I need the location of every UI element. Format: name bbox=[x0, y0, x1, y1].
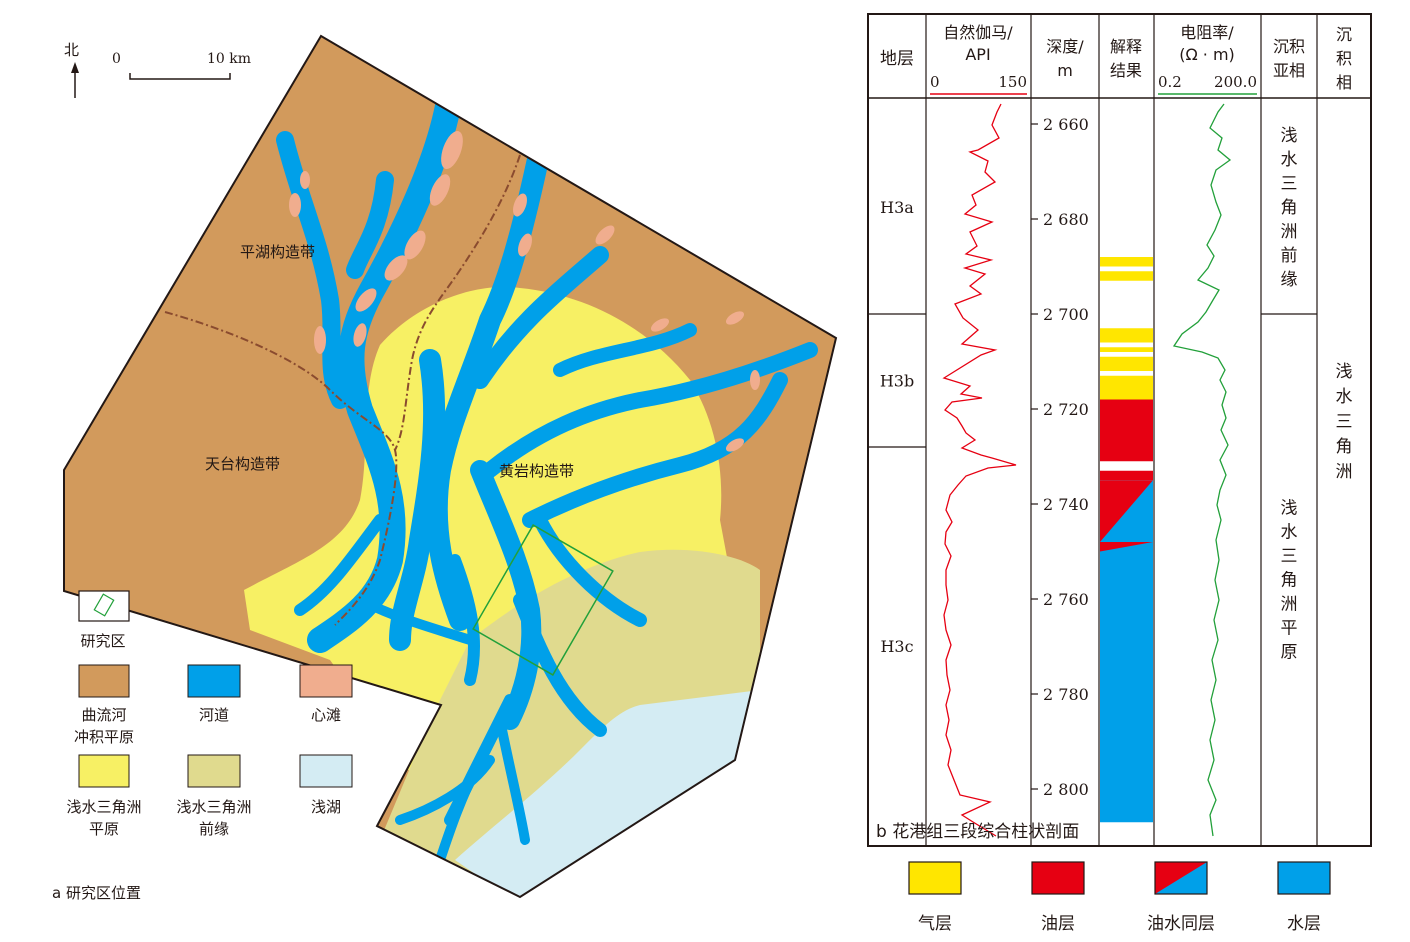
interp-water-layer bbox=[1100, 551, 1153, 823]
header-facies: 沉积相 bbox=[1336, 25, 1352, 92]
header-res-min: 0.2 bbox=[1158, 73, 1182, 91]
depth-tick-label: 2 700 bbox=[1043, 305, 1089, 324]
legend-swatch-delta-front bbox=[187, 754, 241, 788]
header-gamma-min: 0 bbox=[930, 73, 940, 91]
depth-tick-label: 2 680 bbox=[1043, 210, 1089, 229]
legend-swatch-delta-plain bbox=[78, 754, 130, 788]
header-interpretation: 解释结果 bbox=[1110, 37, 1142, 80]
interp-oil-water-oil-part bbox=[1100, 480, 1153, 542]
interp-gas-layer bbox=[1100, 347, 1153, 352]
legend-label-oil: 油层 bbox=[1041, 914, 1075, 934]
interp-gas-layer bbox=[1100, 375, 1153, 400]
north-label: 北 bbox=[64, 41, 79, 59]
subfacies-label: 浅水三角洲前缘 bbox=[1281, 126, 1298, 290]
depth-axis: 2 660 2 680 2 700 2 720 2 740 2 760 2 780 2 800 bbox=[1031, 115, 1089, 799]
fault-line bbox=[394, 154, 521, 451]
depth-tick-label: 2 800 bbox=[1043, 780, 1089, 799]
zone-label-tiantai: 天台构造带 bbox=[205, 455, 280, 473]
legend-label-gas: 气层 bbox=[918, 914, 952, 934]
depth-tick-label: 2 760 bbox=[1043, 590, 1089, 609]
interpretation-legend: 气层 油层 油水同层 水层 bbox=[908, 861, 1331, 934]
depth-tick-label: 2 780 bbox=[1043, 685, 1089, 704]
zone-label-pinghu: 平湖构造带 bbox=[240, 243, 315, 261]
header-gamma-max: 150 bbox=[998, 73, 1027, 91]
column-panel: 地层 自然伽马/API 0 150 深度/m 解释结果 电阻率/(Ω · m) … bbox=[867, 13, 1372, 934]
strata-label: H3a bbox=[880, 198, 914, 217]
legend-item-water: 水层 bbox=[1277, 861, 1331, 934]
legend-swatch-shallow-lake bbox=[299, 754, 353, 788]
depth-tick-label: 2 660 bbox=[1043, 115, 1089, 134]
subfacies-label: 浅水三角洲平原 bbox=[1281, 499, 1298, 663]
legend-swatch-study bbox=[78, 590, 130, 622]
header-strata: 地层 bbox=[880, 49, 914, 69]
map-caption: a 研究区位置 bbox=[52, 884, 141, 902]
interp-oil-layer bbox=[1100, 470, 1153, 481]
header-resistivity: 电阻率/(Ω · m) bbox=[1179, 23, 1235, 64]
resistivity-curve bbox=[1172, 103, 1232, 837]
legend-label-meander-plain: 曲流河冲积平原 bbox=[74, 706, 134, 746]
legend-label-shallow-lake: 浅湖 bbox=[311, 798, 341, 816]
interpretation-column bbox=[1100, 257, 1153, 823]
header-depth: 深度/m bbox=[1046, 37, 1084, 80]
header-subfacies: 沉积亚相 bbox=[1273, 37, 1305, 80]
header-gamma: 自然伽马/API bbox=[943, 23, 1013, 64]
legend-swatch-channel bbox=[187, 664, 241, 698]
study-area-box bbox=[472, 524, 614, 676]
gamma-ray-curve bbox=[942, 103, 1017, 837]
legend-label-oilwater: 油水同层 bbox=[1147, 914, 1215, 934]
legend-item-oilwater: 油水同层 bbox=[1147, 861, 1215, 934]
legend-label-water: 水层 bbox=[1287, 914, 1321, 934]
interp-gas-layer bbox=[1100, 328, 1153, 343]
map-panel: 平湖构造带 天台构造带 黄岩构造带 北 0 10 km 研究区 曲流河冲积平原 … bbox=[52, 34, 838, 902]
scale-start-label: 0 bbox=[112, 51, 121, 67]
legend-label-study: 研究区 bbox=[80, 632, 125, 650]
strata-label: H3c bbox=[880, 637, 913, 656]
strata-label: H3b bbox=[880, 372, 914, 391]
facies-label: 浅水三角洲 bbox=[1336, 362, 1353, 482]
column-frame bbox=[867, 13, 1372, 847]
legend-label-bar: 心滩 bbox=[311, 706, 341, 724]
depth-tick-label: 2 740 bbox=[1043, 495, 1089, 514]
column-caption: b 花港组三段综合柱状剖面 bbox=[876, 822, 1079, 842]
fault-line bbox=[164, 311, 398, 626]
scale-bar: 0 10 km bbox=[112, 51, 251, 80]
legend-item-oil: 油层 bbox=[1031, 861, 1085, 934]
interp-gas-layer bbox=[1100, 271, 1153, 281]
scale-end-label: 10 km bbox=[207, 51, 251, 67]
interp-gas-layer bbox=[1100, 257, 1153, 267]
legend-item-gas: 气层 bbox=[908, 861, 962, 934]
legend-label-delta-front: 浅水三角洲前缘 bbox=[176, 798, 251, 838]
interp-oil-water-oil-part bbox=[1100, 542, 1153, 552]
north-arrow: 北 bbox=[64, 41, 79, 98]
mid-channel-bars bbox=[289, 130, 760, 452]
zone-label-huangyan: 黄岩构造带 bbox=[499, 462, 574, 480]
interp-gas-layer bbox=[1100, 356, 1153, 371]
map-legend: 研究区 曲流河冲积平原 河道 心滩 浅水三角洲平原 浅水三角洲前缘 浅湖 bbox=[66, 590, 353, 838]
column-headers: 地层 自然伽马/API 0 150 深度/m 解释结果 电阻率/(Ω · m) … bbox=[880, 23, 1352, 95]
map-boundary bbox=[63, 34, 838, 899]
legend-label-delta-plain: 浅水三角洲平原 bbox=[66, 798, 141, 838]
header-res-max: 200.0 bbox=[1214, 73, 1257, 91]
legend-swatch-meander-plain bbox=[78, 664, 130, 698]
strata-column: H3a H3b H3c bbox=[868, 198, 926, 656]
interp-oil-layer bbox=[1100, 399, 1153, 462]
legend-label-channel: 河道 bbox=[199, 706, 229, 724]
legend-swatch-bar bbox=[299, 664, 353, 698]
shallow-lake-area bbox=[455, 690, 760, 897]
depth-tick-label: 2 720 bbox=[1043, 400, 1089, 419]
